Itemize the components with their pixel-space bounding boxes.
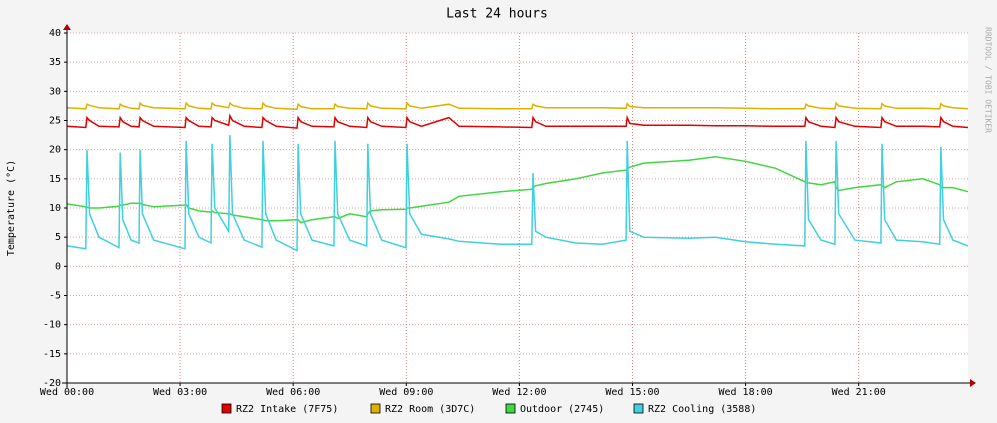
legend-swatch [633, 403, 644, 414]
legend-label: RZ2 Room (3D7C) [385, 404, 475, 415]
series-line [66, 135, 969, 252]
lines [66, 101, 969, 252]
x-tick-label: Wed 00:00 [40, 387, 94, 398]
y-tick-label: 25 [49, 116, 61, 127]
y-tick-label: 5 [55, 232, 61, 243]
y-tick-label: -5 [49, 291, 61, 302]
y-tick-label: -20 [43, 378, 61, 389]
y-tick-label: 30 [49, 86, 61, 97]
series-line [66, 113, 969, 129]
y-tick-label: -10 [43, 320, 61, 331]
x-tick-label: Wed 15:00 [605, 387, 659, 398]
y-tick-label: 20 [49, 145, 61, 156]
legend-swatch [370, 403, 381, 414]
x-tick-label: Wed 06:00 [266, 387, 320, 398]
y-tick-label: 40 [49, 28, 61, 39]
chart-title: Last 24 hours [446, 7, 548, 22]
y-axis-label: Temperature (°C) [6, 160, 17, 256]
x-tick-label: Wed 09:00 [379, 387, 433, 398]
legend-label: Outdoor (2745) [520, 404, 604, 415]
legend-label: RZ2 Intake (7F75) [236, 404, 338, 415]
legend-swatch [221, 403, 232, 414]
y-tick-label: 35 [49, 57, 61, 68]
labels: -20 -15 -10 -5 0 5 10 15 20 25 30 35 40 Wed 00:00 Wed … [40, 28, 886, 398]
grid [64, 32, 968, 386]
legend-label: RZ2 Cooling (3588) [648, 404, 756, 415]
x-tick-label: Wed 03:00 [153, 387, 207, 398]
x-arrow [970, 379, 976, 387]
x-tick-label: Wed 18:00 [718, 387, 772, 398]
y-tick-label: -15 [43, 349, 61, 360]
x-tick-label: Wed 12:00 [492, 387, 546, 398]
y-tick-label: 10 [49, 203, 61, 214]
y-tick-label: 15 [49, 174, 61, 185]
legend: RZ2 Intake (7F75) RZ2 Room (3D7C) Outdoor … [221, 403, 756, 415]
axes [62, 24, 976, 388]
x-tick-label: Wed 21:00 [832, 387, 886, 398]
series-line [66, 101, 969, 111]
y-tick-label: 0 [55, 261, 61, 272]
watermark: RRDTOOL / TOBI OETIKER [984, 27, 993, 133]
y-arrow [63, 24, 71, 30]
legend-swatch [505, 403, 516, 414]
